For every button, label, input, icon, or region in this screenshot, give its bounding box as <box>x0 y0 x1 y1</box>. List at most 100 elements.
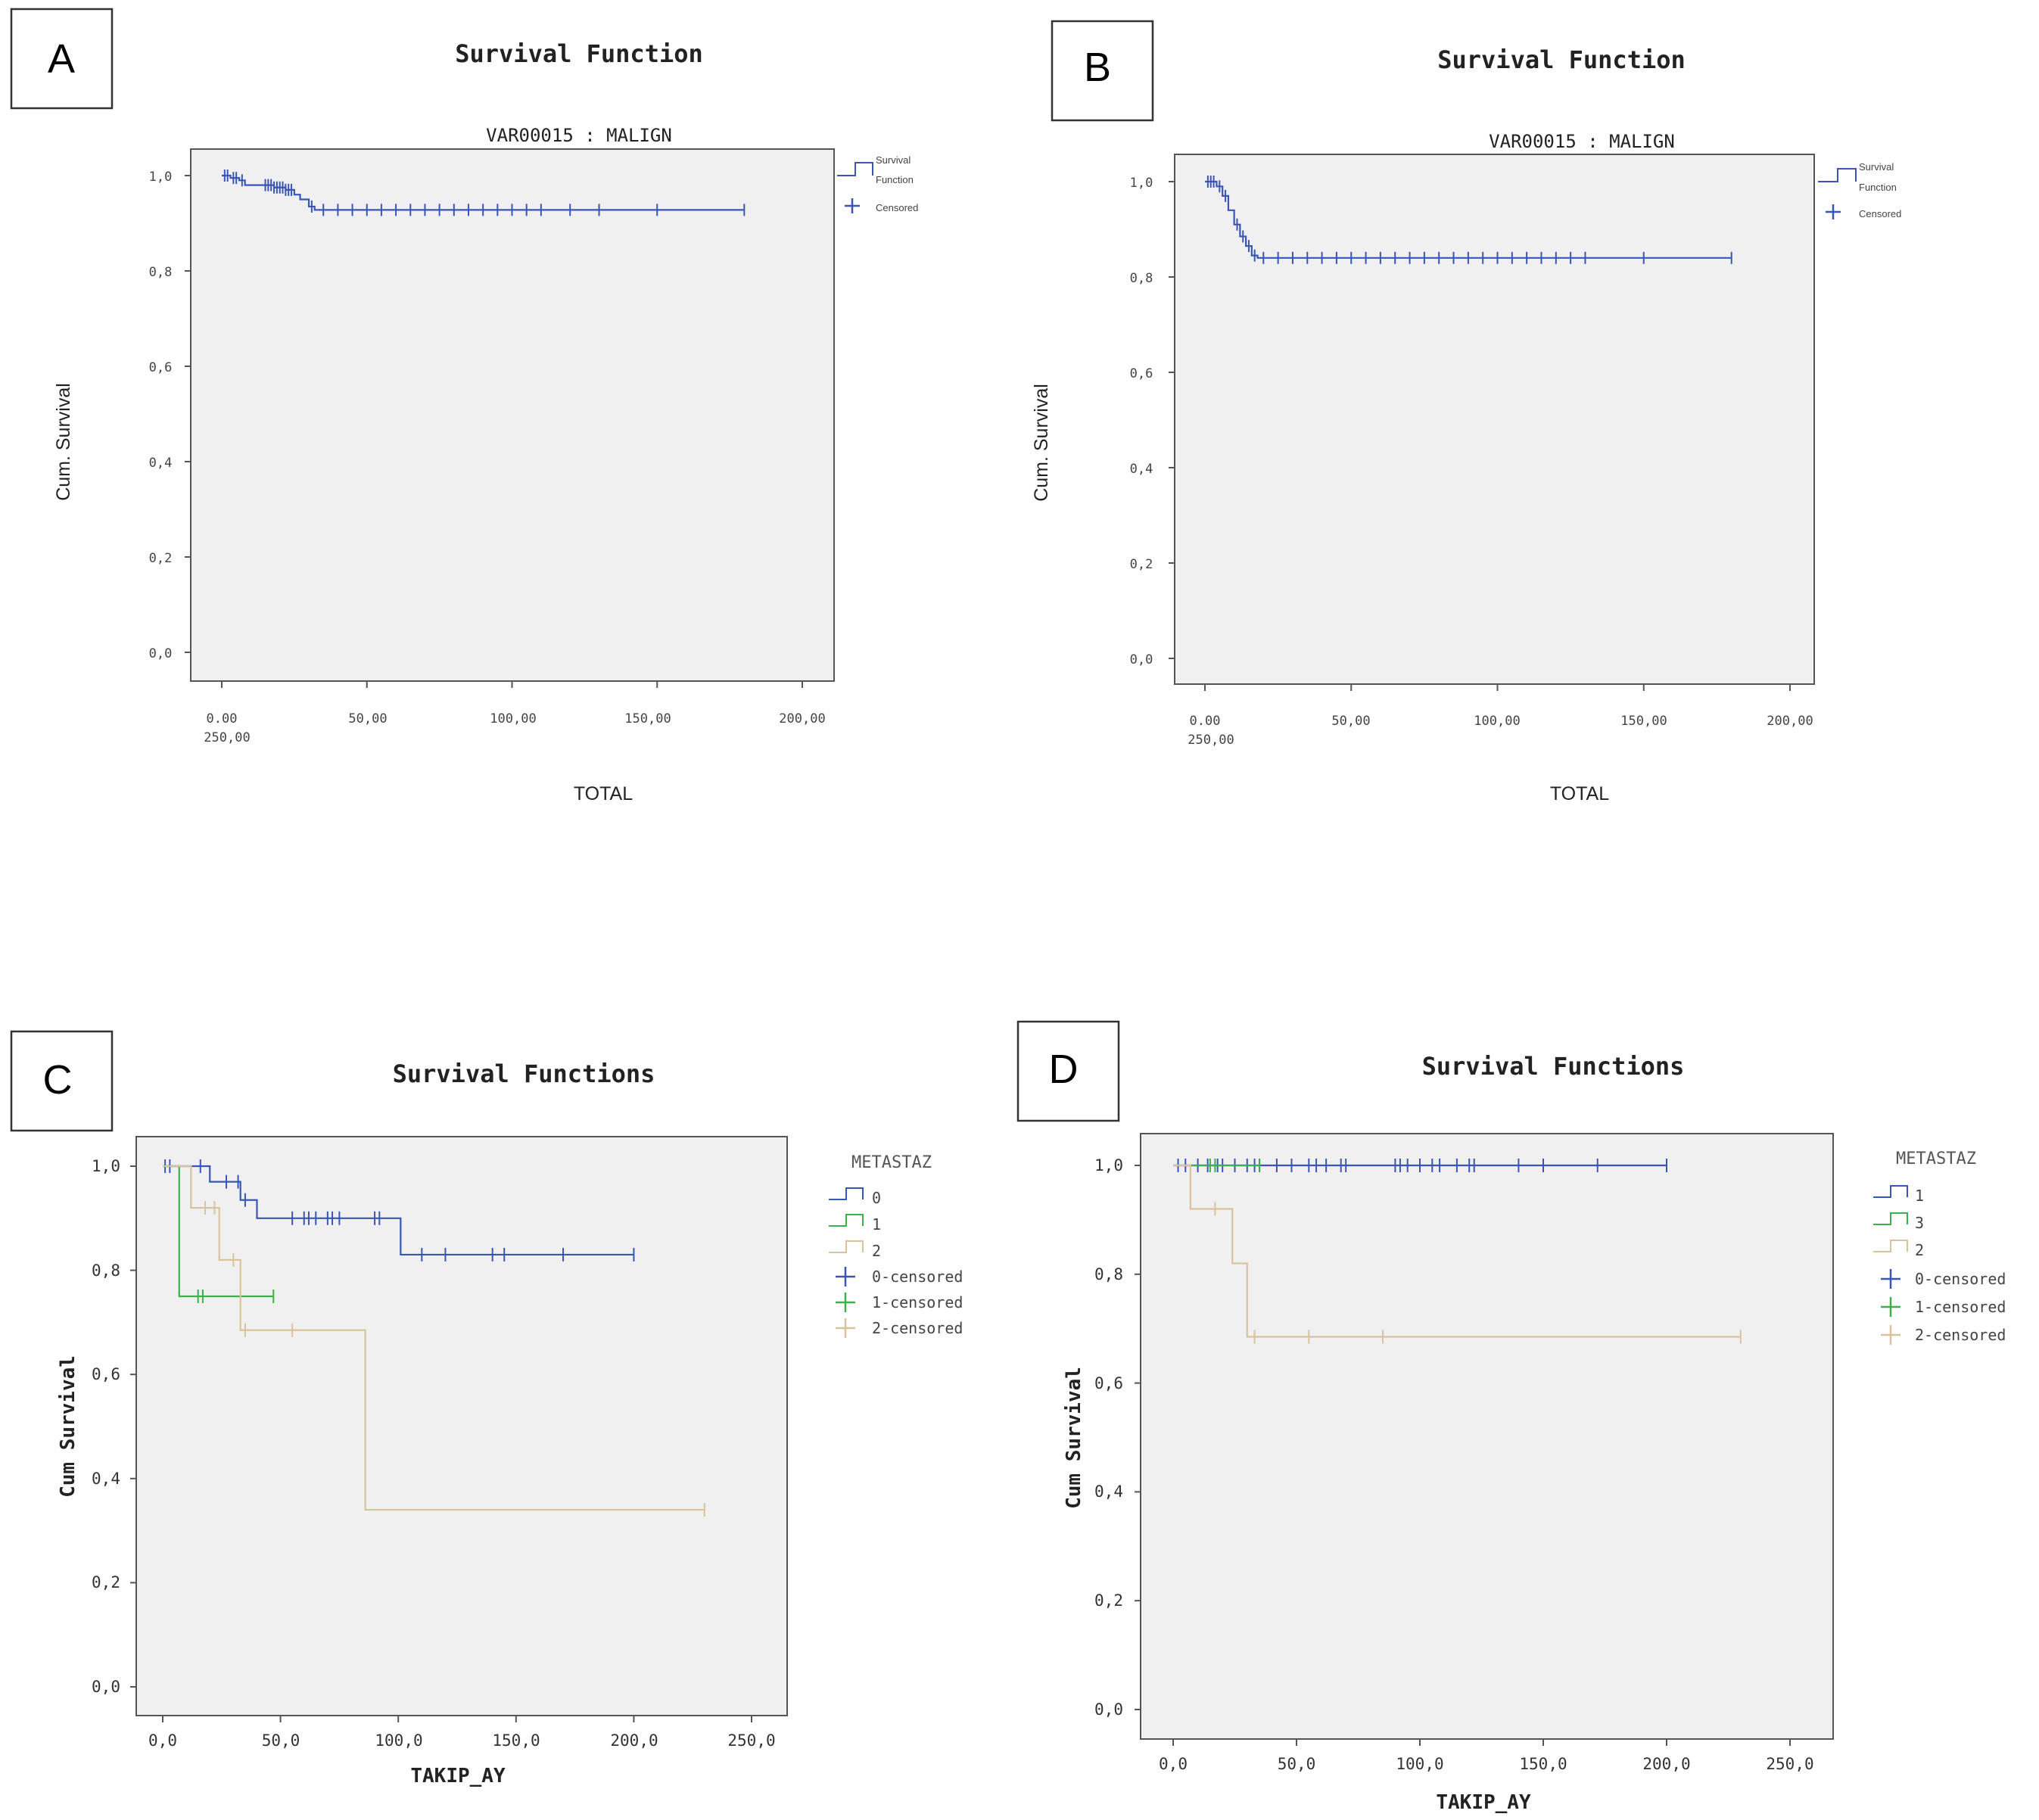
panel-c-ytick-1: 1,0 <box>92 1157 120 1175</box>
panel-d-xtick-150: 150,0 <box>1519 1755 1567 1773</box>
panel-c-title: Survival Functions <box>393 1059 655 1088</box>
panel-a-ytick-0: 0,0 <box>149 646 173 661</box>
panel-b-subtitle: VAR00015 : MALIGN <box>1489 131 1675 152</box>
panel-b-xtick-150: 150,00 <box>1620 714 1667 729</box>
panel-a-ytick-0-4: 0,4 <box>149 456 173 471</box>
panel-b-legend-line-label-2: Function <box>1859 182 1897 193</box>
panel-b-xtick-extra: 250,00 <box>1188 733 1234 748</box>
panel-b-ytick-1: 1,0 <box>1130 176 1153 191</box>
panel-d-legend-line-2-label: 2 <box>1915 1241 1924 1259</box>
panel-b-label-box <box>1051 20 1154 122</box>
panel-a-title: Survival Function <box>455 39 703 68</box>
panel-a-legend-censored-label: Censored <box>876 202 918 213</box>
panel-b: B Survival Function VAR00015 : MALIGN 1,… <box>1031 20 1901 804</box>
panel-d-ytick-0-8: 0,8 <box>1094 1265 1123 1283</box>
panel-d-legend-censor-2-icon <box>1881 1325 1900 1345</box>
panel-a-legend-censor-icon <box>845 198 860 213</box>
panel-b-legend-line-label-1: Survival <box>1859 161 1894 173</box>
panel-d-xtick-50: 50,0 <box>1278 1755 1316 1773</box>
panel-d-legend-censor-1-label: 1-censored <box>1915 1298 2006 1316</box>
panel-d-ytick-0-6: 0,6 <box>1094 1374 1123 1392</box>
panel-a-ytick-1: 1,0 <box>149 170 173 185</box>
panel-a-xtick-50: 50,00 <box>348 711 387 726</box>
panel-a-label: A <box>48 36 75 82</box>
panel-d-legend-line-1-label: 3 <box>1915 1214 1924 1232</box>
panel-d-plot-area <box>1140 1133 1834 1740</box>
panel-d-xlabel: TAKIP_AY <box>1436 1791 1531 1814</box>
panel-d-ytick-0: 0,0 <box>1094 1700 1123 1719</box>
panel-d-plot <box>1135 1159 1791 1746</box>
panel-d-legend-title: METASTAZ <box>1896 1150 1976 1168</box>
panel-b-plot <box>1169 176 1791 691</box>
panel-d-legend-line-0-label: 1 <box>1915 1187 1924 1205</box>
panel-d-ytick-0-4: 0,4 <box>1094 1482 1123 1501</box>
panel-d-legend-line-2-icon <box>1873 1240 1908 1252</box>
panel-a-legend-line-label-2: Function <box>876 174 914 185</box>
panel-d-xtick-0: 0,0 <box>1159 1755 1188 1773</box>
panel-b-legend-censored-label: Censored <box>1859 208 1901 219</box>
panel-b-ytick-0: 0,0 <box>1130 652 1153 667</box>
panel-b-ylabel: Cum. Survival <box>1031 384 1052 502</box>
panel-d-ylabel: Cum Survival <box>1063 1367 1085 1509</box>
panel-c-legend-line-1-icon <box>829 1214 864 1227</box>
panel-a-legend-line-label-1: Survival <box>876 154 911 166</box>
panel-c-xlabel: TAKIP_AY <box>410 1765 506 1787</box>
panel-c-legend-censor-1-label: 1-censored <box>872 1293 963 1311</box>
panel-d-xtick-100: 100,0 <box>1396 1755 1443 1773</box>
panel-c-plot <box>130 1159 752 1722</box>
panel-d-series-2-line <box>1173 1164 1741 1338</box>
panel-c-xtick-150: 150,0 <box>492 1731 540 1750</box>
panel-b-label: B <box>1084 45 1111 90</box>
panel-c-legend-line-2-icon <box>829 1240 864 1253</box>
panel-c-series-0-line <box>163 1165 634 1256</box>
panel-d-legend-censor-2-label: 2-censored <box>1915 1326 2006 1344</box>
panel-b-xtick-0: 0.00 <box>1190 714 1221 729</box>
panel-d-legend-censor-1-icon <box>1881 1297 1900 1317</box>
panel-d-legend-censor-0-icon <box>1881 1269 1900 1289</box>
panel-a-ytick-0-6: 0,6 <box>149 360 173 375</box>
panel-d-ytick-0-2: 0,2 <box>1094 1591 1123 1610</box>
panel-a-ylabel: Cum. Survival <box>53 383 74 501</box>
panel-b-xtick-50: 50,00 <box>1331 714 1370 729</box>
panel-c-ytick-0-4: 0,4 <box>92 1470 120 1488</box>
panel-a-xtick-150: 150,00 <box>624 711 671 726</box>
panel-d-legend-line-1-icon <box>1873 1212 1908 1225</box>
panel-c-xtick-100: 100,0 <box>375 1731 422 1750</box>
panel-c-xtick-200: 200,0 <box>610 1731 658 1750</box>
panel-d-xtick-200: 200,0 <box>1642 1755 1690 1773</box>
panel-a-xtick-0: 0.00 <box>207 711 238 726</box>
panel-c-ytick-0-6: 0,6 <box>92 1365 120 1383</box>
panel-c-legend-censor-1-icon <box>836 1293 855 1312</box>
panel-c-legend-line-0-label: 0 <box>872 1189 881 1207</box>
panel-d-label-box <box>1016 1020 1120 1122</box>
panel-c-ytick-0: 0,0 <box>92 1678 120 1696</box>
panel-b-xtick-200: 200,00 <box>1767 714 1813 729</box>
panel-d-label: D <box>1049 1047 1079 1092</box>
panel-d-legend-censor-0-label: 0-censored <box>1915 1270 2006 1288</box>
panel-a-plot-area <box>190 148 835 682</box>
panel-b-legend-censor-icon <box>1826 204 1841 219</box>
panel-c-label: C <box>43 1057 73 1103</box>
panel-d-ytick-1: 1,0 <box>1094 1156 1123 1174</box>
panel-c-ytick-0-2: 0,2 <box>92 1573 120 1591</box>
panel-c-legend-censor-2-label: 2-censored <box>872 1319 963 1337</box>
panel-c-plot-area <box>135 1136 788 1716</box>
panel-c-legend-line-2-label: 2 <box>872 1242 881 1260</box>
panel-a-plot <box>185 170 803 688</box>
panel-a-xtick-extra: 250,00 <box>204 730 250 745</box>
panel-d: D Survival Functions 1,0 0,8 0,6 0,4 0,2… <box>1016 1020 2006 1814</box>
panel-c-label-box <box>10 1030 114 1132</box>
panel-b-ytick-0-4: 0,4 <box>1130 462 1153 477</box>
panel-a-label-box <box>10 8 114 110</box>
panel-c-legend-censor-0-label: 0-censored <box>872 1268 963 1286</box>
panel-d-xtick-250: 250,0 <box>1766 1755 1813 1773</box>
panel-b-ytick-0-6: 0,6 <box>1130 366 1153 381</box>
panel-a-xlabel: TOTAL <box>574 783 633 804</box>
panel-d-legend-line-0-icon <box>1873 1185 1908 1198</box>
panel-c-ylabel: Cum Survival <box>57 1355 79 1498</box>
panel-b-title: Survival Function <box>1437 45 1686 74</box>
panel-a-subtitle: VAR00015 : MALIGN <box>486 125 672 146</box>
panel-b-xlabel: TOTAL <box>1550 783 1609 804</box>
panel-c-legend-title: METASTAZ <box>851 1153 932 1172</box>
panel-a-xtick-200: 200,00 <box>779 711 825 726</box>
